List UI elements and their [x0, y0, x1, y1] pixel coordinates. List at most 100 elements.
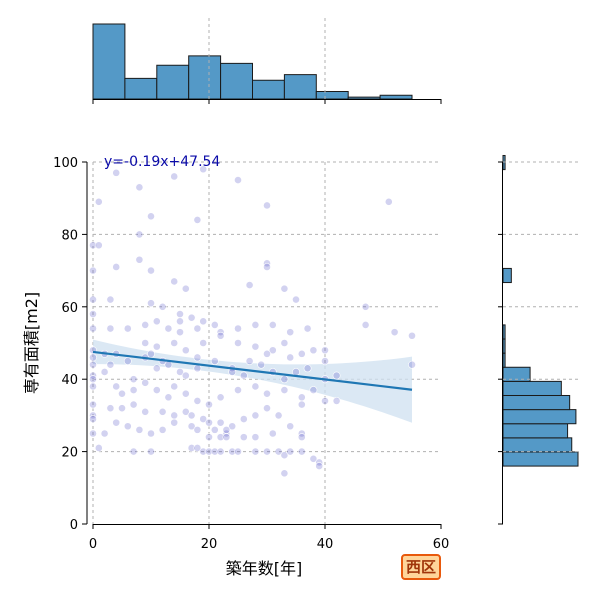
- scatter-point: [181, 389, 190, 398]
- y-tick-label: 20: [61, 446, 78, 461]
- scatter-point: [280, 375, 289, 384]
- scatter-point: [216, 447, 225, 456]
- right-hist-bar: [502, 338, 506, 354]
- top-hist-bar: [252, 79, 285, 100]
- y-tick-label: 80: [61, 228, 78, 243]
- scatter-point: [100, 429, 109, 438]
- scatter-point: [141, 339, 150, 347]
- scatter-point: [176, 310, 184, 318]
- scatter-point: [141, 320, 150, 329]
- scatter-point: [176, 317, 184, 326]
- scatter-point: [112, 418, 121, 427]
- y-tick-label: 100: [53, 156, 78, 171]
- scatter-point: [361, 320, 370, 329]
- x-axis-label: 築年数[年]: [226, 559, 303, 578]
- scatter-point: [234, 386, 242, 394]
- scatter-point: [170, 339, 179, 347]
- main-axes: 0 20 40 60 0 20 40 60 80 100: [53, 156, 449, 552]
- scatter-point: [129, 375, 138, 384]
- scatter-point: [89, 360, 97, 369]
- scatter-point: [170, 418, 179, 427]
- scatter-point: [274, 447, 283, 456]
- x-tick-label: 40: [317, 537, 334, 552]
- scatter-point: [170, 411, 179, 420]
- scatter-point: [89, 415, 97, 423]
- right-hist-bar: [502, 394, 571, 411]
- scatter-point: [112, 168, 121, 177]
- top-hist-bar: [156, 64, 190, 100]
- scatter-point: [216, 418, 225, 427]
- right-hist-bar: [502, 267, 512, 284]
- scatter-point: [152, 317, 161, 326]
- y-axis-label: 専有面積[m2]: [22, 292, 41, 394]
- scatter-point: [100, 368, 109, 376]
- y-tick-label: 60: [61, 301, 78, 316]
- scatter-point: [297, 400, 306, 409]
- scatter-point: [135, 183, 144, 192]
- scatter-point: [187, 411, 196, 420]
- regression-line: [92, 350, 413, 391]
- scatter-point: [152, 364, 161, 373]
- scatter-point: [408, 360, 416, 369]
- scatter-point: [286, 353, 295, 362]
- scatter-point: [286, 422, 295, 431]
- scatter-point: [321, 346, 329, 355]
- district-badge: 西区: [401, 554, 441, 580]
- y-tick-label: 40: [61, 373, 78, 388]
- scatter-point: [210, 425, 219, 434]
- x-tick-label: 0: [89, 537, 97, 552]
- scatter-point: [187, 422, 196, 431]
- scatter-point: [263, 349, 271, 358]
- scatter-point: [210, 320, 219, 329]
- right-histogram: [498, 154, 579, 525]
- scatter-point: [303, 324, 312, 333]
- scatter-point: [89, 375, 97, 384]
- scatter-point: [234, 447, 242, 456]
- scatter-point: [263, 263, 271, 271]
- right-hist-bar: [502, 423, 569, 439]
- scatter-point: [193, 397, 202, 405]
- scatter-point: [199, 317, 208, 326]
- scatter-point: [94, 241, 103, 250]
- scatter-point: [280, 451, 289, 460]
- scatter-point: [89, 266, 97, 275]
- scatter-point: [280, 339, 289, 347]
- scatter-point: [89, 400, 97, 409]
- scatter-point: [147, 266, 155, 275]
- top-hist-bar: [379, 94, 413, 100]
- scatter-point: [135, 255, 144, 264]
- scatter-point: [89, 310, 97, 318]
- scatter-point: [228, 422, 237, 431]
- scatter-point: [193, 444, 202, 452]
- scatter-point: [89, 382, 97, 391]
- scatter-point: [118, 389, 126, 398]
- scatter-point: [297, 393, 306, 402]
- scatter-point: [94, 197, 103, 206]
- scatter-point: [129, 386, 138, 394]
- scatter-point: [147, 299, 155, 308]
- scatter-point: [216, 331, 225, 340]
- scatter-point: [141, 407, 150, 416]
- scatter-point: [239, 433, 248, 442]
- top-hist-bar: [283, 74, 317, 100]
- scatter-point: [112, 263, 121, 271]
- scatter-point: [210, 447, 219, 456]
- scatter-point: [222, 425, 231, 434]
- scatter-point: [164, 324, 173, 333]
- scatter-point: [292, 368, 300, 376]
- scatter-point: [152, 342, 161, 351]
- scatter-point: [268, 429, 277, 438]
- scatter-point: [361, 302, 370, 311]
- scatter-point: [106, 295, 115, 304]
- scatter-points: [89, 165, 416, 478]
- scatter-point: [280, 284, 289, 293]
- regression-equation: y=-0.19x+47.54: [104, 154, 220, 170]
- top-hist-bar: [347, 96, 381, 100]
- scatter-point: [321, 397, 329, 405]
- scatter-point: [286, 328, 295, 337]
- scatter-point: [297, 447, 306, 456]
- scatter-point: [274, 411, 283, 420]
- scatter-point: [280, 469, 289, 478]
- top-hist-bar: [315, 91, 349, 100]
- scatter-point: [123, 422, 132, 431]
